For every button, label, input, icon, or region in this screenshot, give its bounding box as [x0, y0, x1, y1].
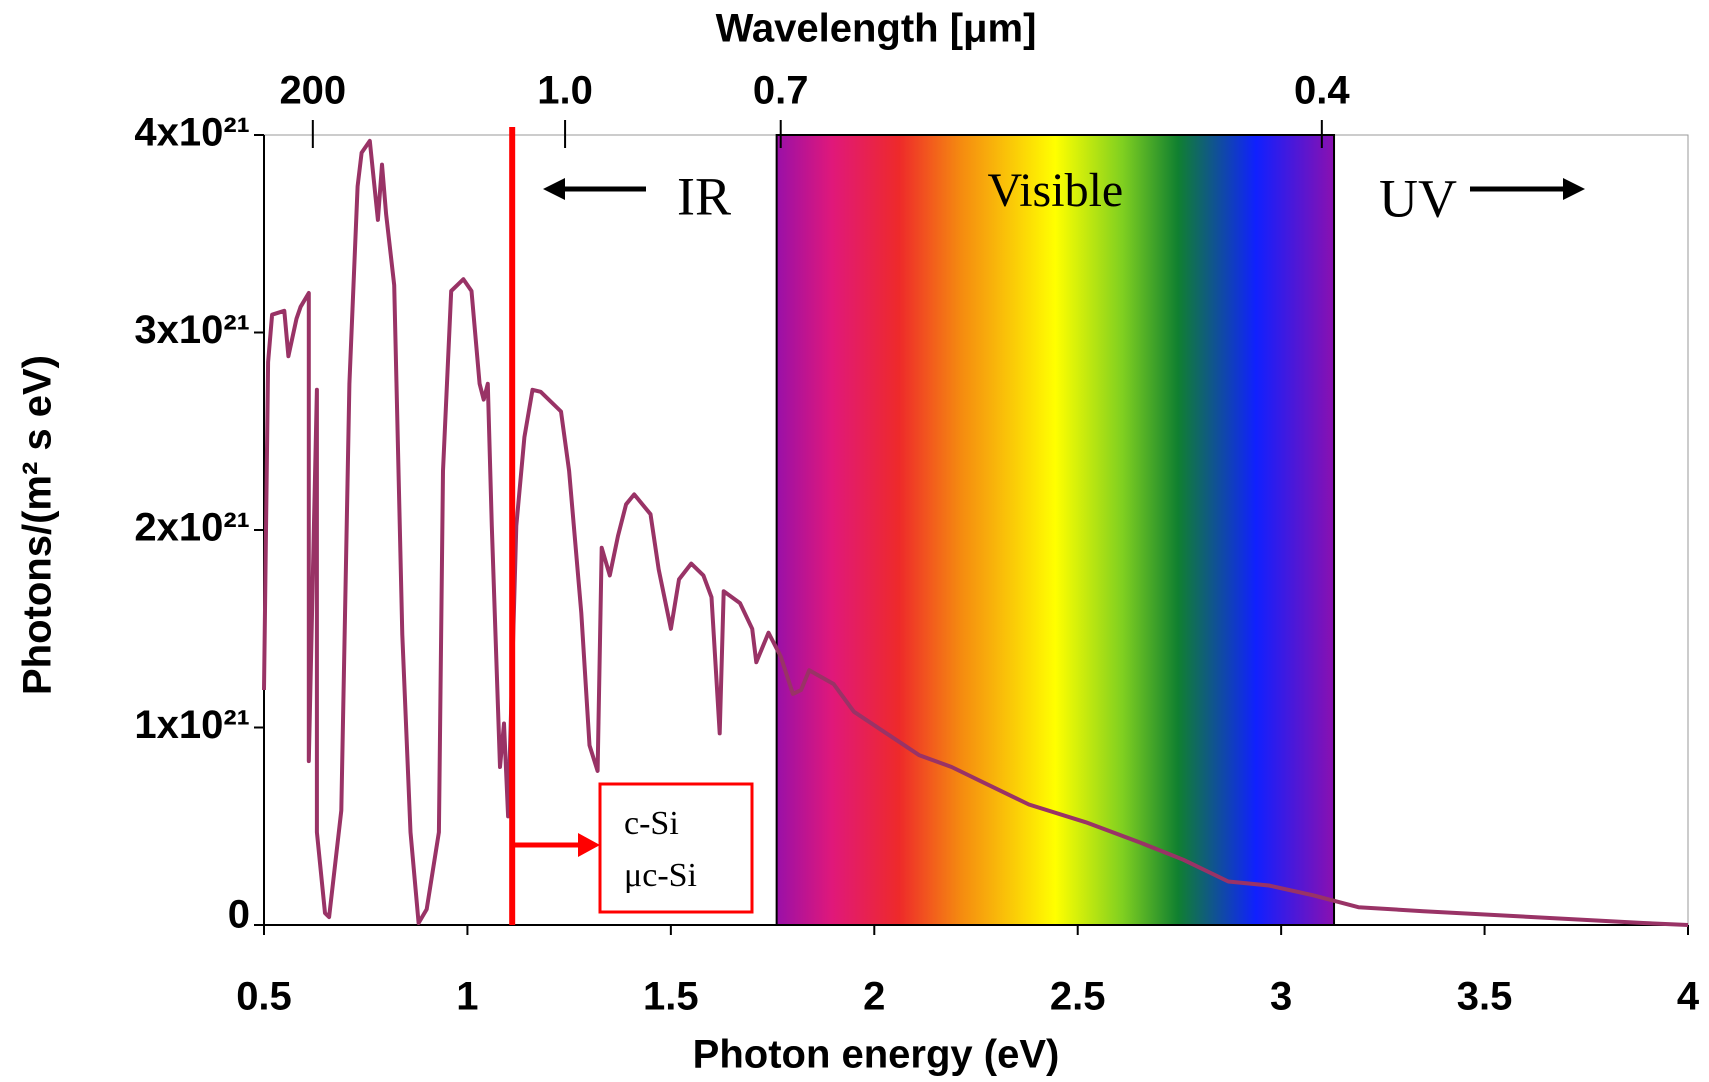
y-tick-label: 2x10²¹: [134, 506, 250, 550]
top-tick-label: 0.7: [753, 69, 809, 113]
x-tick-label: 1.5: [643, 975, 699, 1019]
x-tick-label: 2.5: [1050, 975, 1106, 1019]
x-tick-label: 3: [1270, 975, 1292, 1019]
top-axis-title: Wavelength [μm]: [716, 7, 1037, 51]
y-tick-label: 4x10²¹: [134, 111, 250, 155]
annotation-box: [598, 782, 754, 914]
ir-label: IR: [677, 166, 731, 226]
region-label: Visible: [987, 164, 1123, 217]
x-tick-label: 4: [1677, 975, 1700, 1019]
uv-arrowhead: [1563, 178, 1585, 200]
visible-band: [775, 134, 1336, 926]
bandgap-arrowhead: [578, 833, 600, 857]
y-tick-label: 3x10²¹: [134, 308, 250, 352]
top-tick-label: 0.4: [1294, 69, 1350, 113]
top-tick-label: 200: [279, 69, 346, 113]
y-axis-title: Photons/(m² s eV): [16, 355, 60, 695]
x-tick-label: 1: [456, 975, 478, 1019]
x-tick-label: 2: [863, 975, 885, 1019]
ir-arrowhead: [543, 178, 565, 200]
x-tick-label: 0.5: [236, 975, 292, 1019]
x-axis-title: Photon energy (eV): [693, 1033, 1060, 1077]
annotation-text: c-Si: [624, 805, 679, 842]
x-tick-label: 3.5: [1457, 975, 1513, 1019]
y-tick-label: 0: [228, 893, 250, 937]
annotation-text: μc-Si: [624, 857, 697, 894]
spectrum-line: [262, 138, 1689, 927]
y-tick-label: 1x10²¹: [134, 703, 250, 747]
top-tick-label: 1.0: [537, 69, 593, 113]
uv-label: UV: [1379, 168, 1457, 228]
